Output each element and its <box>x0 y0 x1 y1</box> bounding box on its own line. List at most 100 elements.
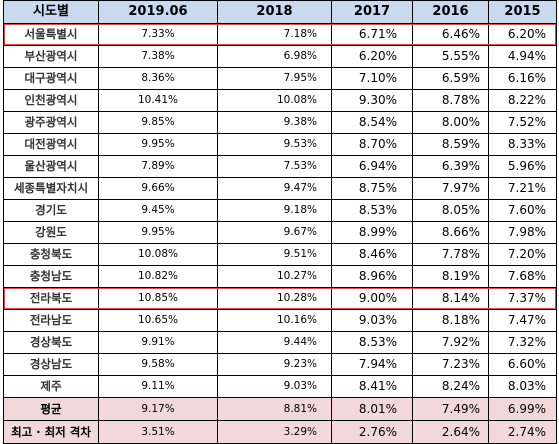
value-cell-2019.06: 9.66% <box>98 177 218 200</box>
value-cell-2016: 6.46% <box>412 23 489 46</box>
value-cell-2018: 8.81% <box>217 397 332 421</box>
region-cell: 인천광역시 <box>3 89 99 112</box>
table-row: 경기도 9.45% 9.18% 8.53% 8.05% 7.60% <box>3 199 557 222</box>
regional-rate-table: 시도별 2019.06 2018 2017 2016 2015 서울특별시 7.3… <box>3 0 557 444</box>
table-row: 경상북도 9.91% 9.44% 8.53% 7.92% 7.32% <box>3 331 557 354</box>
header-2018: 2018 <box>217 0 332 24</box>
stats-table-container: 시도별 2019.06 2018 2017 2016 2015 서울특별시 7.3… <box>3 0 557 444</box>
value-cell-2015: 8.22% <box>488 89 557 112</box>
region-cell: 세종특별자치시 <box>3 177 99 200</box>
header-region: 시도별 <box>3 0 99 24</box>
value-cell-2015: 6.20% <box>488 23 557 46</box>
region-cell: 대전광역시 <box>3 133 99 156</box>
value-cell-2019.06: 10.65% <box>98 309 218 332</box>
value-cell-2015: 7.37% <box>488 287 557 310</box>
value-cell-2019.06: 9.95% <box>98 221 218 244</box>
value-cell-2019.06: 9.91% <box>98 331 218 354</box>
value-cell-2017: 9.00% <box>331 287 413 310</box>
value-cell-2018: 9.03% <box>217 375 332 398</box>
value-cell-2017: 8.75% <box>331 177 413 200</box>
value-cell-2018: 7.95% <box>217 67 332 90</box>
region-cell: 경상북도 <box>3 331 99 354</box>
value-cell-2018: 7.53% <box>217 155 332 178</box>
value-cell-2015: 8.03% <box>488 375 557 398</box>
header-2019-06: 2019.06 <box>98 0 218 24</box>
value-cell-2017: 8.53% <box>331 199 413 222</box>
region-cell: 경기도 <box>3 199 99 222</box>
value-cell-2016: 8.24% <box>412 375 489 398</box>
region-cell: 전라남도 <box>3 309 99 332</box>
value-cell-2019.06: 10.08% <box>98 243 218 266</box>
value-cell-2018: 9.44% <box>217 331 332 354</box>
value-cell-2015: 4.94% <box>488 45 557 68</box>
value-cell-2019.06: 10.41% <box>98 89 218 112</box>
value-cell-2015: 2.74% <box>488 420 557 444</box>
value-cell-2016: 7.49% <box>412 397 489 421</box>
value-cell-2017: 8.01% <box>331 397 413 421</box>
table-row: 대전광역시 9.95% 9.53% 8.70% 8.59% 8.33% <box>3 133 557 156</box>
value-cell-2015: 6.16% <box>488 67 557 90</box>
value-cell-2017: 8.54% <box>331 111 413 134</box>
value-cell-2016: 7.92% <box>412 331 489 354</box>
table-row: 인천광역시 10.41% 10.08% 9.30% 8.78% 8.22% <box>3 89 557 112</box>
header-2016: 2016 <box>412 0 489 24</box>
region-cell: 대구광역시 <box>3 67 99 90</box>
value-cell-2015: 7.52% <box>488 111 557 134</box>
value-cell-2018: 10.16% <box>217 309 332 332</box>
region-cell: 충청북도 <box>3 243 99 266</box>
value-cell-2015: 7.98% <box>488 221 557 244</box>
region-cell: 전라북도 <box>3 287 99 310</box>
value-cell-2016: 7.97% <box>412 177 489 200</box>
value-cell-2015: 5.96% <box>488 155 557 178</box>
value-cell-2019.06: 8.36% <box>98 67 218 90</box>
value-cell-2018: 3.29% <box>217 420 332 444</box>
table-row: 충청북도 10.08% 9.51% 8.46% 7.78% 7.20% <box>3 243 557 266</box>
value-cell-2017: 6.71% <box>331 23 413 46</box>
value-cell-2018: 9.38% <box>217 111 332 134</box>
value-cell-2017: 6.94% <box>331 155 413 178</box>
value-cell-2016: 8.19% <box>412 265 489 288</box>
table-row: 충청남도 10.82% 10.27% 8.96% 8.19% 7.68% <box>3 265 557 288</box>
region-cell: 강원도 <box>3 221 99 244</box>
value-cell-2018: 9.51% <box>217 243 332 266</box>
region-cell: 경상남도 <box>3 353 99 376</box>
value-cell-2015: 8.33% <box>488 133 557 156</box>
table-row: 전라북도 10.85% 10.28% 9.00% 8.14% 7.37% <box>3 287 557 310</box>
value-cell-2018: 7.18% <box>217 23 332 46</box>
value-cell-2018: 6.98% <box>217 45 332 68</box>
header-2015: 2015 <box>488 0 557 24</box>
region-cell: 충청남도 <box>3 265 99 288</box>
region-cell: 울산광역시 <box>3 155 99 178</box>
value-cell-2016: 5.55% <box>412 45 489 68</box>
value-cell-2019.06: 10.85% <box>98 287 218 310</box>
value-cell-2017: 7.94% <box>331 353 413 376</box>
value-cell-2016: 6.39% <box>412 155 489 178</box>
value-cell-2015: 6.99% <box>488 397 557 421</box>
value-cell-2019.06: 9.45% <box>98 199 218 222</box>
value-cell-2017: 8.53% <box>331 331 413 354</box>
table-row: 경상남도 9.58% 9.23% 7.94% 7.23% 6.60% <box>3 353 557 376</box>
value-cell-2018: 10.28% <box>217 287 332 310</box>
value-cell-2016: 8.66% <box>412 221 489 244</box>
table-row: 부산광역시 7.38% 6.98% 6.20% 5.55% 4.94% <box>3 45 557 68</box>
value-cell-2015: 7.21% <box>488 177 557 200</box>
region-cell: 서울특별시 <box>3 23 99 46</box>
value-cell-2019.06: 7.89% <box>98 155 218 178</box>
max-min-gap-row: 최고 · 최저 격차 3.51% 3.29% 2.76% 2.64% 2.74% <box>3 420 557 444</box>
value-cell-2019.06: 9.17% <box>98 397 218 421</box>
table-row: 울산광역시 7.89% 7.53% 6.94% 6.39% 5.96% <box>3 155 557 178</box>
value-cell-2017: 9.03% <box>331 309 413 332</box>
table-row: 제주 9.11% 9.03% 8.41% 8.24% 8.03% <box>3 375 557 398</box>
value-cell-2016: 8.18% <box>412 309 489 332</box>
value-cell-2019.06: 9.85% <box>98 111 218 134</box>
value-cell-2017: 7.10% <box>331 67 413 90</box>
value-cell-2019.06: 9.11% <box>98 375 218 398</box>
value-cell-2018: 9.67% <box>217 221 332 244</box>
value-cell-2016: 8.59% <box>412 133 489 156</box>
table-row: 서울특별시 7.33% 7.18% 6.71% 6.46% 6.20% <box>3 23 557 46</box>
value-cell-2016: 8.14% <box>412 287 489 310</box>
value-cell-2016: 8.78% <box>412 89 489 112</box>
value-cell-2019.06: 10.82% <box>98 265 218 288</box>
table-row: 광주광역시 9.85% 9.38% 8.54% 8.00% 7.52% <box>3 111 557 134</box>
region-cell: 부산광역시 <box>3 45 99 68</box>
